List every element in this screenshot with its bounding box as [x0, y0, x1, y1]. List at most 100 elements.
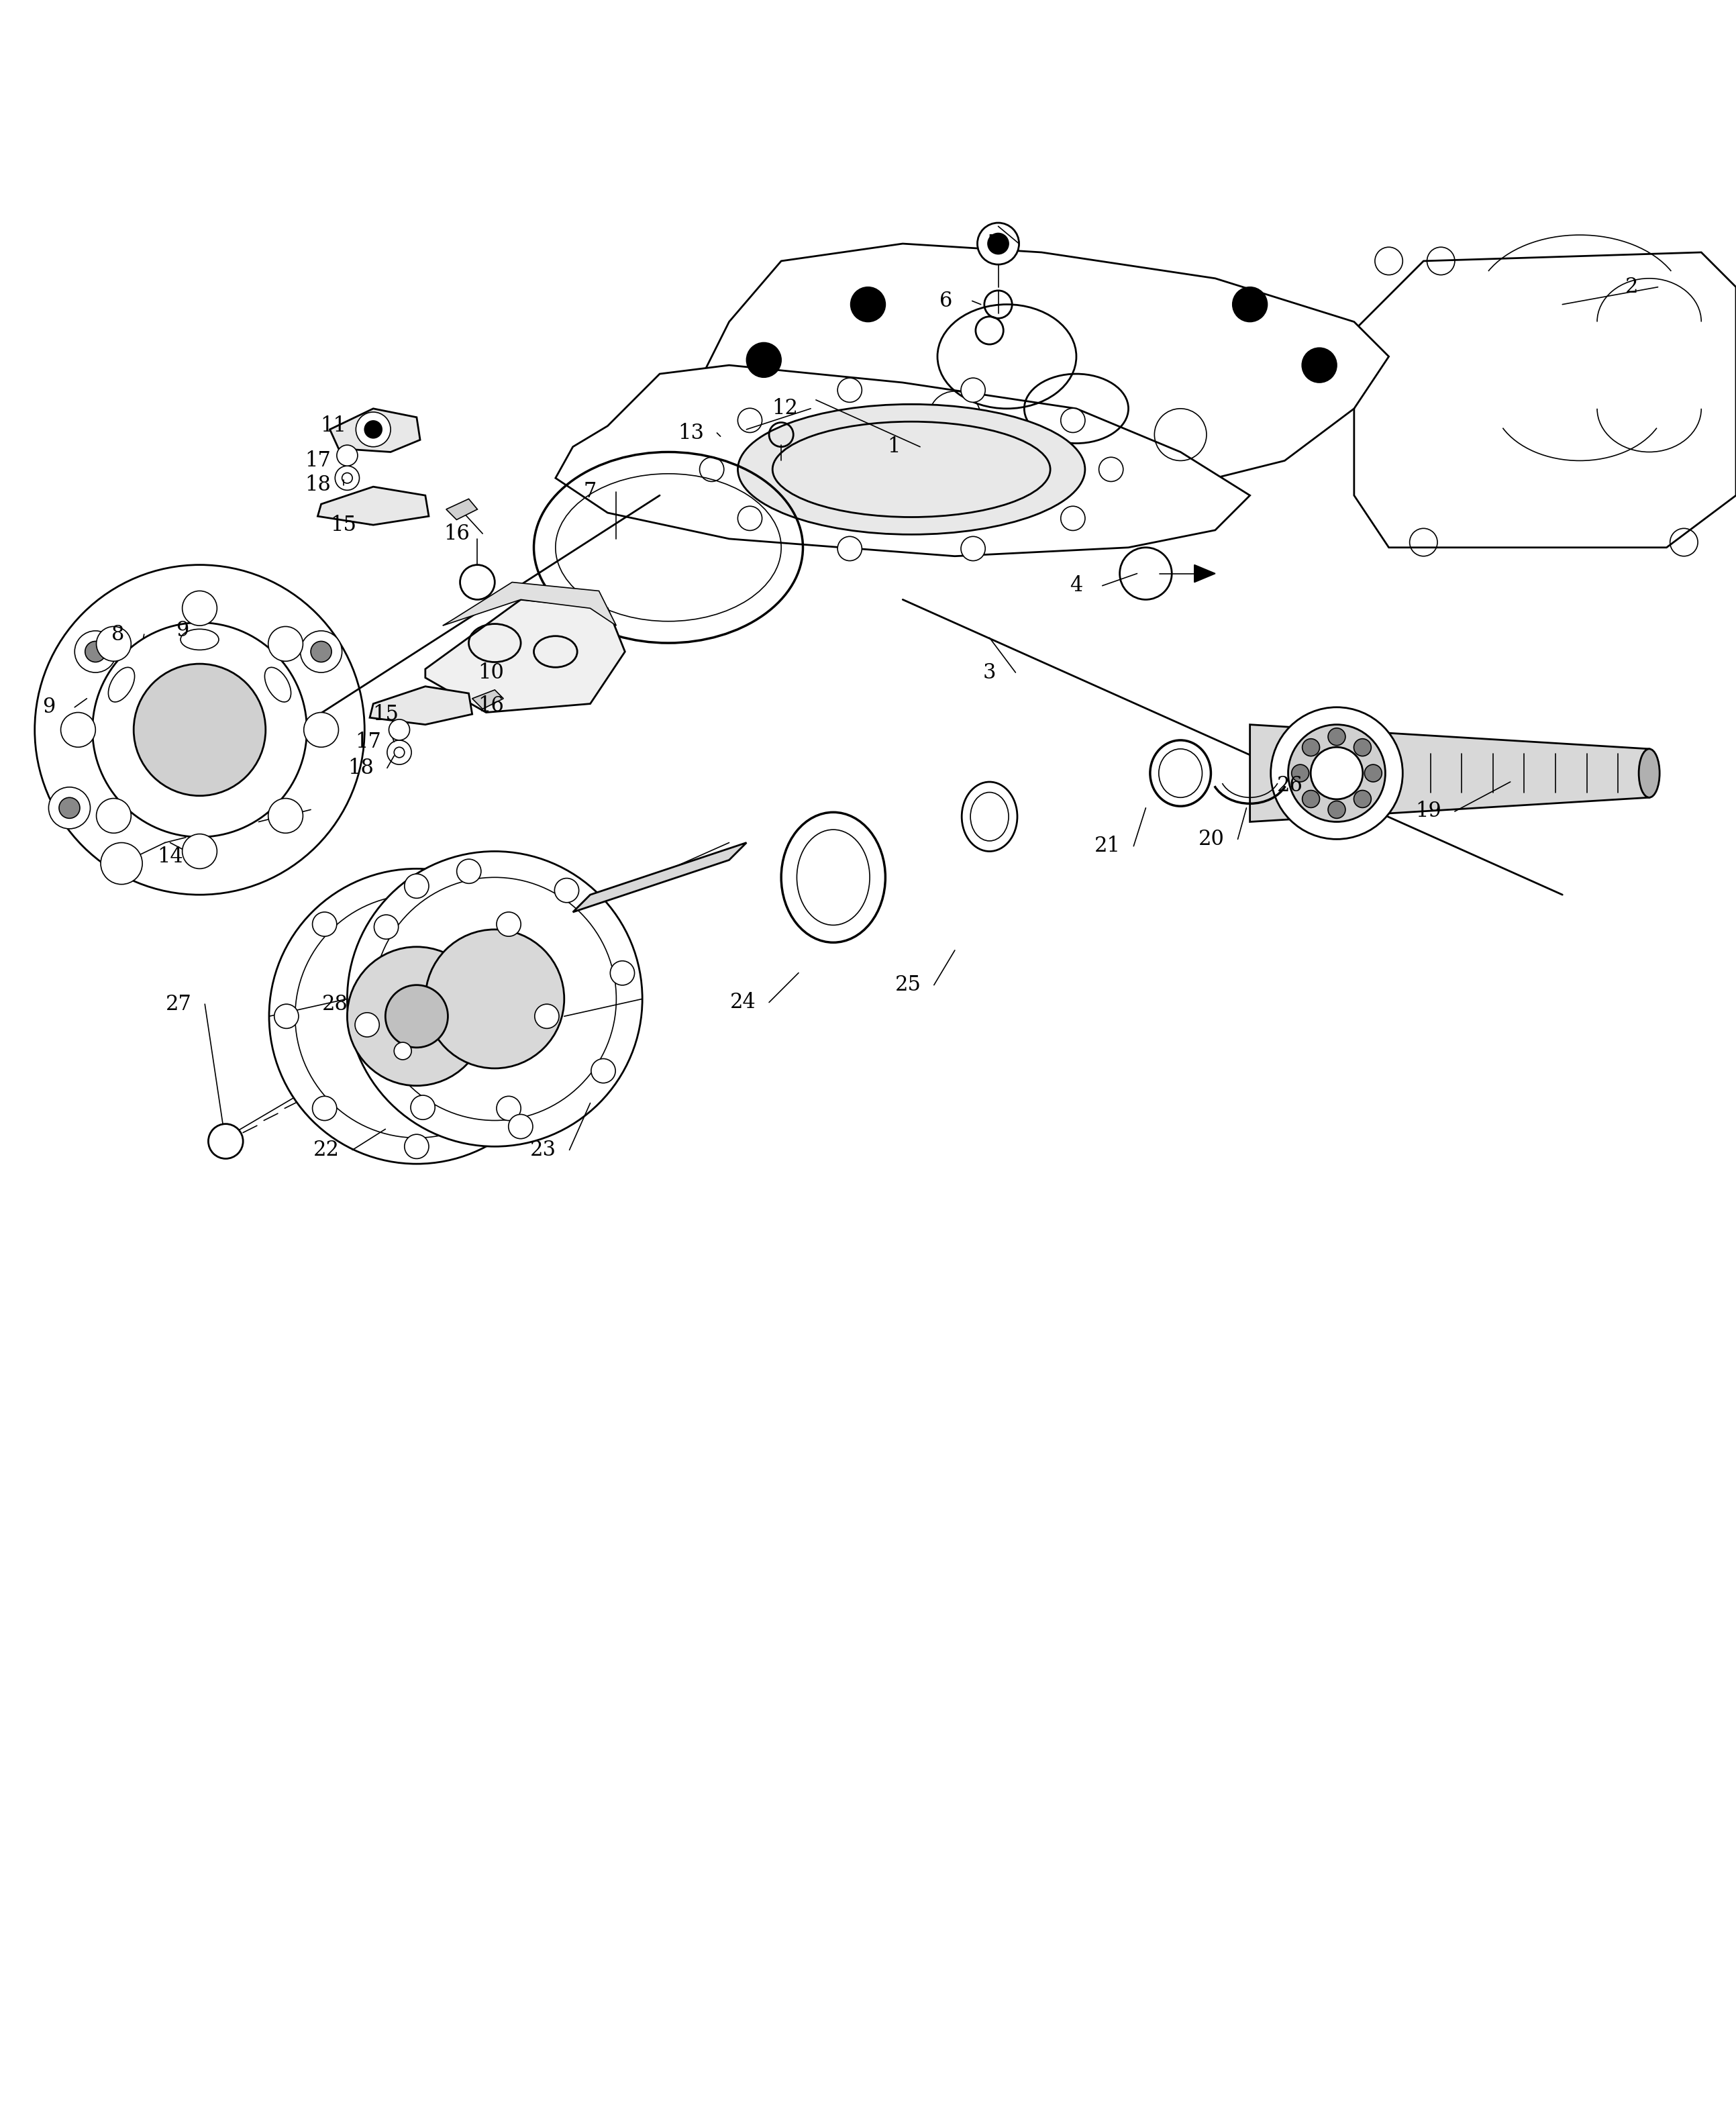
Polygon shape: [330, 408, 420, 452]
Text: 4: 4: [1069, 576, 1083, 597]
Polygon shape: [318, 488, 429, 526]
Circle shape: [1364, 765, 1382, 782]
Circle shape: [1292, 765, 1309, 782]
Text: 3: 3: [983, 662, 996, 683]
Text: 21: 21: [1094, 837, 1121, 856]
Circle shape: [300, 631, 342, 673]
Polygon shape: [1354, 252, 1736, 547]
Text: 28: 28: [321, 994, 349, 1015]
Ellipse shape: [1639, 748, 1660, 797]
Text: 1: 1: [887, 437, 901, 458]
Circle shape: [365, 420, 382, 437]
Text: 23: 23: [529, 1139, 557, 1160]
Circle shape: [182, 591, 217, 626]
Circle shape: [134, 664, 266, 797]
Circle shape: [267, 799, 302, 832]
Text: 2: 2: [1625, 277, 1639, 298]
Text: 8: 8: [111, 624, 125, 645]
Text: 16: 16: [477, 696, 505, 717]
Circle shape: [404, 874, 429, 898]
Text: 10: 10: [477, 662, 505, 683]
Text: 16: 16: [443, 523, 470, 544]
Circle shape: [208, 1125, 243, 1158]
Circle shape: [509, 1114, 533, 1139]
Circle shape: [394, 1043, 411, 1059]
Text: 24: 24: [731, 992, 755, 1013]
Circle shape: [59, 797, 80, 818]
Circle shape: [496, 912, 521, 935]
Text: 17: 17: [304, 450, 332, 471]
Text: 11: 11: [319, 416, 347, 437]
Circle shape: [611, 961, 635, 986]
Circle shape: [1302, 790, 1319, 807]
Polygon shape: [370, 687, 472, 725]
Polygon shape: [1250, 725, 1649, 822]
Circle shape: [837, 536, 861, 561]
Circle shape: [496, 1097, 521, 1120]
Circle shape: [337, 446, 358, 467]
Circle shape: [49, 786, 90, 828]
Circle shape: [1354, 790, 1371, 807]
Circle shape: [738, 507, 762, 530]
Text: 20: 20: [1198, 828, 1226, 849]
Circle shape: [746, 343, 781, 378]
Circle shape: [75, 631, 116, 673]
Circle shape: [700, 458, 724, 481]
Circle shape: [592, 1059, 616, 1083]
Circle shape: [347, 851, 642, 1146]
Circle shape: [97, 799, 132, 832]
Circle shape: [101, 843, 142, 885]
Text: 14: 14: [158, 847, 182, 866]
Circle shape: [85, 641, 106, 662]
Text: 18: 18: [304, 475, 332, 496]
Text: 25: 25: [894, 975, 922, 996]
Circle shape: [61, 713, 95, 746]
Polygon shape: [1194, 565, 1215, 582]
Circle shape: [411, 1095, 436, 1120]
Circle shape: [535, 1005, 559, 1028]
Circle shape: [962, 378, 986, 401]
Circle shape: [269, 868, 564, 1165]
Circle shape: [304, 713, 339, 746]
Text: 12: 12: [771, 397, 799, 418]
Circle shape: [1288, 725, 1385, 822]
Polygon shape: [472, 689, 503, 708]
Circle shape: [97, 626, 132, 662]
Circle shape: [385, 986, 448, 1047]
Circle shape: [837, 378, 861, 401]
Circle shape: [1354, 738, 1371, 757]
Circle shape: [1099, 458, 1123, 481]
Polygon shape: [556, 366, 1250, 557]
Circle shape: [988, 233, 1009, 254]
Text: 6: 6: [939, 290, 953, 311]
Circle shape: [851, 288, 885, 322]
Circle shape: [311, 641, 332, 662]
Circle shape: [354, 1013, 378, 1036]
Circle shape: [554, 879, 578, 902]
Text: 9: 9: [175, 620, 189, 641]
Circle shape: [962, 536, 986, 561]
Circle shape: [347, 946, 486, 1087]
Circle shape: [389, 719, 410, 740]
Circle shape: [312, 912, 337, 935]
Circle shape: [182, 834, 217, 868]
Polygon shape: [446, 498, 477, 519]
Text: 5: 5: [986, 233, 1000, 254]
Circle shape: [460, 565, 495, 599]
Circle shape: [1061, 507, 1085, 530]
Text: 18: 18: [347, 757, 375, 778]
Circle shape: [365, 965, 469, 1068]
Text: 26: 26: [1276, 776, 1304, 797]
Circle shape: [312, 1097, 337, 1120]
Circle shape: [1271, 706, 1403, 839]
Text: 17: 17: [354, 731, 382, 753]
Text: 13: 13: [677, 423, 705, 444]
Text: 15: 15: [330, 515, 358, 536]
Text: 19: 19: [1417, 801, 1441, 822]
Circle shape: [35, 565, 365, 895]
Circle shape: [738, 408, 762, 433]
Circle shape: [373, 914, 398, 940]
Circle shape: [425, 929, 564, 1068]
Circle shape: [977, 223, 1019, 265]
Circle shape: [1328, 801, 1345, 818]
